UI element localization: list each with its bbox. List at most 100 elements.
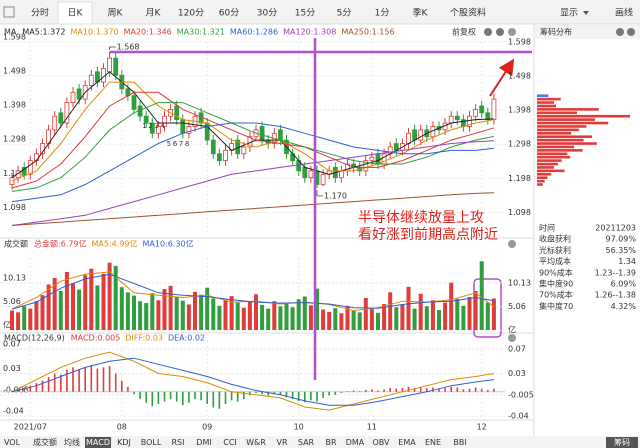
y-tick-label: 1.498 [508,71,531,80]
toolbar-bg [0,0,640,24]
chip-bar [537,169,565,173]
indicator-tab[interactable]: ENE [425,438,441,447]
ma-line [11,122,494,203]
ma-line [11,271,495,312]
volume-bar [235,302,240,330]
settings-button[interactable] [508,28,516,36]
volume-bar [217,305,222,330]
indicator-tab[interactable]: 成交额 [33,437,57,447]
tab[interactable]: 30分 [257,8,277,19]
tab[interactable]: 日K [68,8,84,19]
y-tick-label: 1.198 [3,169,26,178]
pointer [109,46,116,51]
volume-bar [64,271,69,330]
indicator-tab[interactable]: EMA [398,438,416,447]
volume-bar [467,297,472,330]
tab[interactable]: 120分 [178,8,204,19]
candle-body [210,139,216,155]
display-menu[interactable]: 显示 [560,8,578,19]
indicator: MA10:6.30亿 [143,239,194,249]
candle-body [216,153,222,162]
volume-bar [168,285,173,330]
tab[interactable]: 5分 [337,8,352,19]
tab[interactable]: 周K [108,8,124,19]
indicator-tab[interactable]: DMI [196,438,211,447]
indicator-tab[interactable]: CCI [223,438,237,447]
menu-icon[interactable] [3,6,15,18]
indicator-tab[interactable]: MACD [86,438,110,447]
candle-body [70,91,76,103]
volume-bar [485,302,490,330]
volume-bar [394,307,399,330]
y-tick-label: 1.598 [3,32,26,41]
indicator-tab[interactable]: OBV [372,438,390,447]
volume-bar [52,277,57,330]
tab[interactable]: 月K [146,8,162,19]
settings-button[interactable] [508,240,516,248]
volume-bar [10,310,14,330]
x-tick-label: 11 [367,423,377,432]
chip-bar [537,97,561,101]
chip-bar [537,149,583,152]
indicator: MA20:1.346 [124,28,172,37]
volume-bar [119,287,124,330]
panel-title: 筹码分布 [540,27,572,37]
settings-button[interactable] [508,334,516,342]
indicator-tab[interactable]: RSI [172,438,185,447]
pane-title: MA [4,28,17,37]
candle-body [448,115,454,124]
y-tick-label: -0.04 [508,412,529,421]
volume-bar [455,298,460,330]
draw-button[interactable]: 画线 [615,7,633,19]
tab[interactable]: 1分 [375,8,390,19]
indicator-tab[interactable]: BOLL [141,438,162,447]
stat-value: 20211203 [595,224,636,233]
y-tick-label: 5.06 [508,302,526,311]
volume-bar [89,268,94,330]
tab[interactable]: 60分 [219,8,239,19]
close-button[interactable] [627,28,635,36]
indicator: MA60:1.286 [230,28,278,37]
indicator-tab[interactable]: VR [276,438,287,447]
indicator-tab[interactable]: 均线 [64,437,80,447]
tab[interactable]: 分时 [31,7,49,19]
indicator-tab[interactable]: BBI [453,438,466,447]
candle-body [479,105,485,114]
indicator-tab[interactable]: DMA [346,438,365,447]
note: 看好涨到前期高点附近 [358,226,498,243]
y-tick-label: 1.398 [3,101,26,110]
volume-bar [449,282,454,330]
indicator-tab[interactable]: W&R [246,438,266,447]
candle-body [473,108,479,117]
low-label: 1.170 [324,191,347,200]
volume-bar [211,298,216,330]
candle-body [186,126,192,134]
tab[interactable]: 季K [413,7,429,19]
stat-value: 1.26--1.38 [595,291,636,300]
active-tab-bg [85,437,111,448]
candle-body [27,160,33,175]
minus-button[interactable] [616,28,624,36]
indicator-tab[interactable]: BR [325,438,336,447]
minus-button[interactable] [484,28,492,36]
indicator-tab[interactable]: SAR [298,438,315,447]
volume-bar [278,306,283,330]
y-tick-label: 0.03 [508,369,526,378]
chip-tab[interactable]: 筹码 [614,437,630,447]
tab[interactable]: 15分 [295,8,315,19]
chip-bar [537,152,568,156]
chip-bar [537,131,572,135]
tab[interactable]: 个股资料 [450,7,486,19]
candle-body [320,173,326,185]
close-button[interactable] [496,28,504,36]
indicator: MA120:1.308 [283,28,336,37]
indicator-tab[interactable]: VOL [4,438,21,447]
volume-bar [363,297,368,330]
volume-bar [138,301,143,330]
y-tick-label: 1.198 [508,174,531,183]
candle-body [241,146,247,155]
chip-bar [537,166,555,169]
y-tick-label: 1.598 [508,37,531,46]
volume-bar [132,295,136,330]
indicator-tab[interactable]: KDJ [117,438,131,447]
